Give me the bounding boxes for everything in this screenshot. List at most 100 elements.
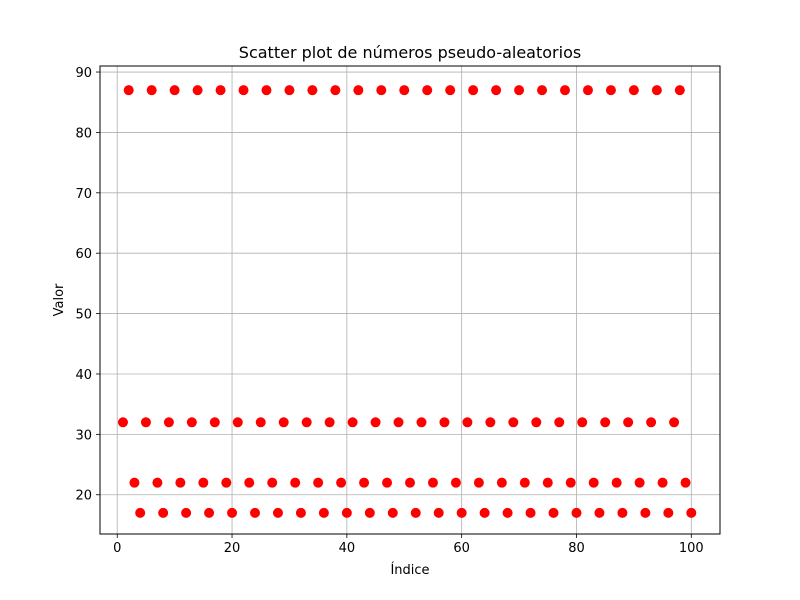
- y-tick-label: 60: [75, 247, 92, 262]
- grid-lines: [100, 66, 720, 534]
- data-point: [634, 477, 645, 488]
- data-point: [399, 85, 410, 96]
- data-point: [272, 507, 283, 518]
- data-point: [376, 85, 387, 96]
- x-tick-label: 20: [224, 541, 241, 556]
- data-point: [456, 507, 467, 518]
- data-point: [680, 477, 691, 488]
- data-point: [295, 507, 306, 518]
- data-point: [250, 507, 260, 518]
- data-point: [307, 85, 318, 96]
- data-point: [640, 507, 651, 518]
- y-tick-label: 20: [75, 489, 92, 504]
- data-point: [387, 507, 398, 518]
- data-point: [175, 477, 186, 488]
- data-point: [255, 417, 266, 428]
- data-point: [445, 85, 456, 96]
- data-point: [364, 507, 375, 518]
- data-point: [129, 477, 140, 488]
- data-point: [382, 477, 393, 488]
- data-points: [117, 85, 697, 518]
- data-point: [324, 417, 335, 428]
- x-axis-title: Índice: [390, 562, 429, 578]
- data-point: [496, 477, 507, 488]
- data-point: [571, 507, 582, 518]
- data-point: [479, 507, 490, 518]
- data-point: [209, 417, 220, 428]
- data-point: [646, 417, 657, 428]
- data-point: [393, 417, 404, 428]
- data-point: [657, 477, 668, 488]
- data-point: [611, 477, 622, 488]
- x-tick-label: 80: [568, 541, 585, 556]
- data-point: [594, 507, 605, 518]
- data-point: [508, 417, 519, 428]
- data-point: [651, 85, 662, 96]
- data-point: [623, 417, 634, 428]
- data-point: [542, 477, 553, 488]
- data-point: [525, 507, 536, 518]
- data-point: [554, 417, 565, 428]
- data-point: [468, 85, 479, 96]
- data-point: [473, 477, 484, 488]
- data-point: [238, 85, 249, 96]
- data-point: [433, 507, 444, 518]
- data-point: [278, 417, 289, 428]
- data-point: [330, 85, 341, 96]
- data-point: [158, 507, 169, 518]
- data-point: [537, 85, 548, 96]
- plot-frame: [99, 65, 721, 535]
- data-point: [186, 417, 197, 428]
- data-point: [221, 477, 232, 488]
- data-point: [674, 85, 685, 96]
- data-point: [244, 477, 255, 488]
- data-point: [669, 417, 680, 428]
- data-point: [502, 507, 513, 518]
- data-point: [686, 507, 697, 518]
- data-point: [347, 417, 358, 428]
- data-point: [261, 85, 272, 96]
- data-point: [117, 417, 128, 428]
- data-point: [341, 507, 352, 518]
- data-point: [427, 477, 438, 488]
- data-point: [169, 85, 180, 96]
- x-tick-label: 100: [679, 541, 704, 556]
- data-point: [140, 417, 151, 428]
- data-point: [215, 85, 226, 96]
- data-point: [514, 85, 525, 96]
- data-point: [416, 417, 427, 428]
- data-point: [135, 507, 146, 518]
- data-point: [405, 477, 415, 488]
- y-tick-label: 90: [75, 66, 92, 81]
- data-point: [290, 477, 301, 488]
- data-point: [628, 85, 639, 96]
- data-point: [146, 85, 157, 96]
- data-point: [577, 417, 588, 428]
- data-point: [519, 477, 530, 488]
- data-point: [410, 507, 421, 518]
- data-point: [198, 477, 209, 488]
- y-tick-label: 50: [75, 308, 92, 323]
- data-point: [548, 507, 559, 518]
- data-point: [560, 85, 570, 96]
- data-point: [313, 477, 324, 488]
- data-point: [192, 85, 203, 96]
- data-point: [422, 85, 433, 96]
- data-point: [267, 477, 278, 488]
- data-point: [353, 85, 364, 96]
- data-point: [485, 417, 496, 428]
- chart-title: Scatter plot de números pseudo-aleatorio…: [239, 43, 581, 62]
- data-point: [663, 507, 674, 518]
- data-point: [123, 85, 134, 96]
- data-point: [284, 85, 295, 96]
- data-point: [163, 417, 174, 428]
- y-tick-label: 30: [75, 428, 92, 443]
- data-point: [565, 477, 576, 488]
- data-point: [227, 507, 238, 518]
- data-point: [359, 477, 370, 488]
- x-tick-label: 0: [113, 541, 121, 556]
- data-point: [605, 85, 616, 96]
- y-axis-ticks: 20 30 40 50 60 70 80 90: [75, 66, 100, 504]
